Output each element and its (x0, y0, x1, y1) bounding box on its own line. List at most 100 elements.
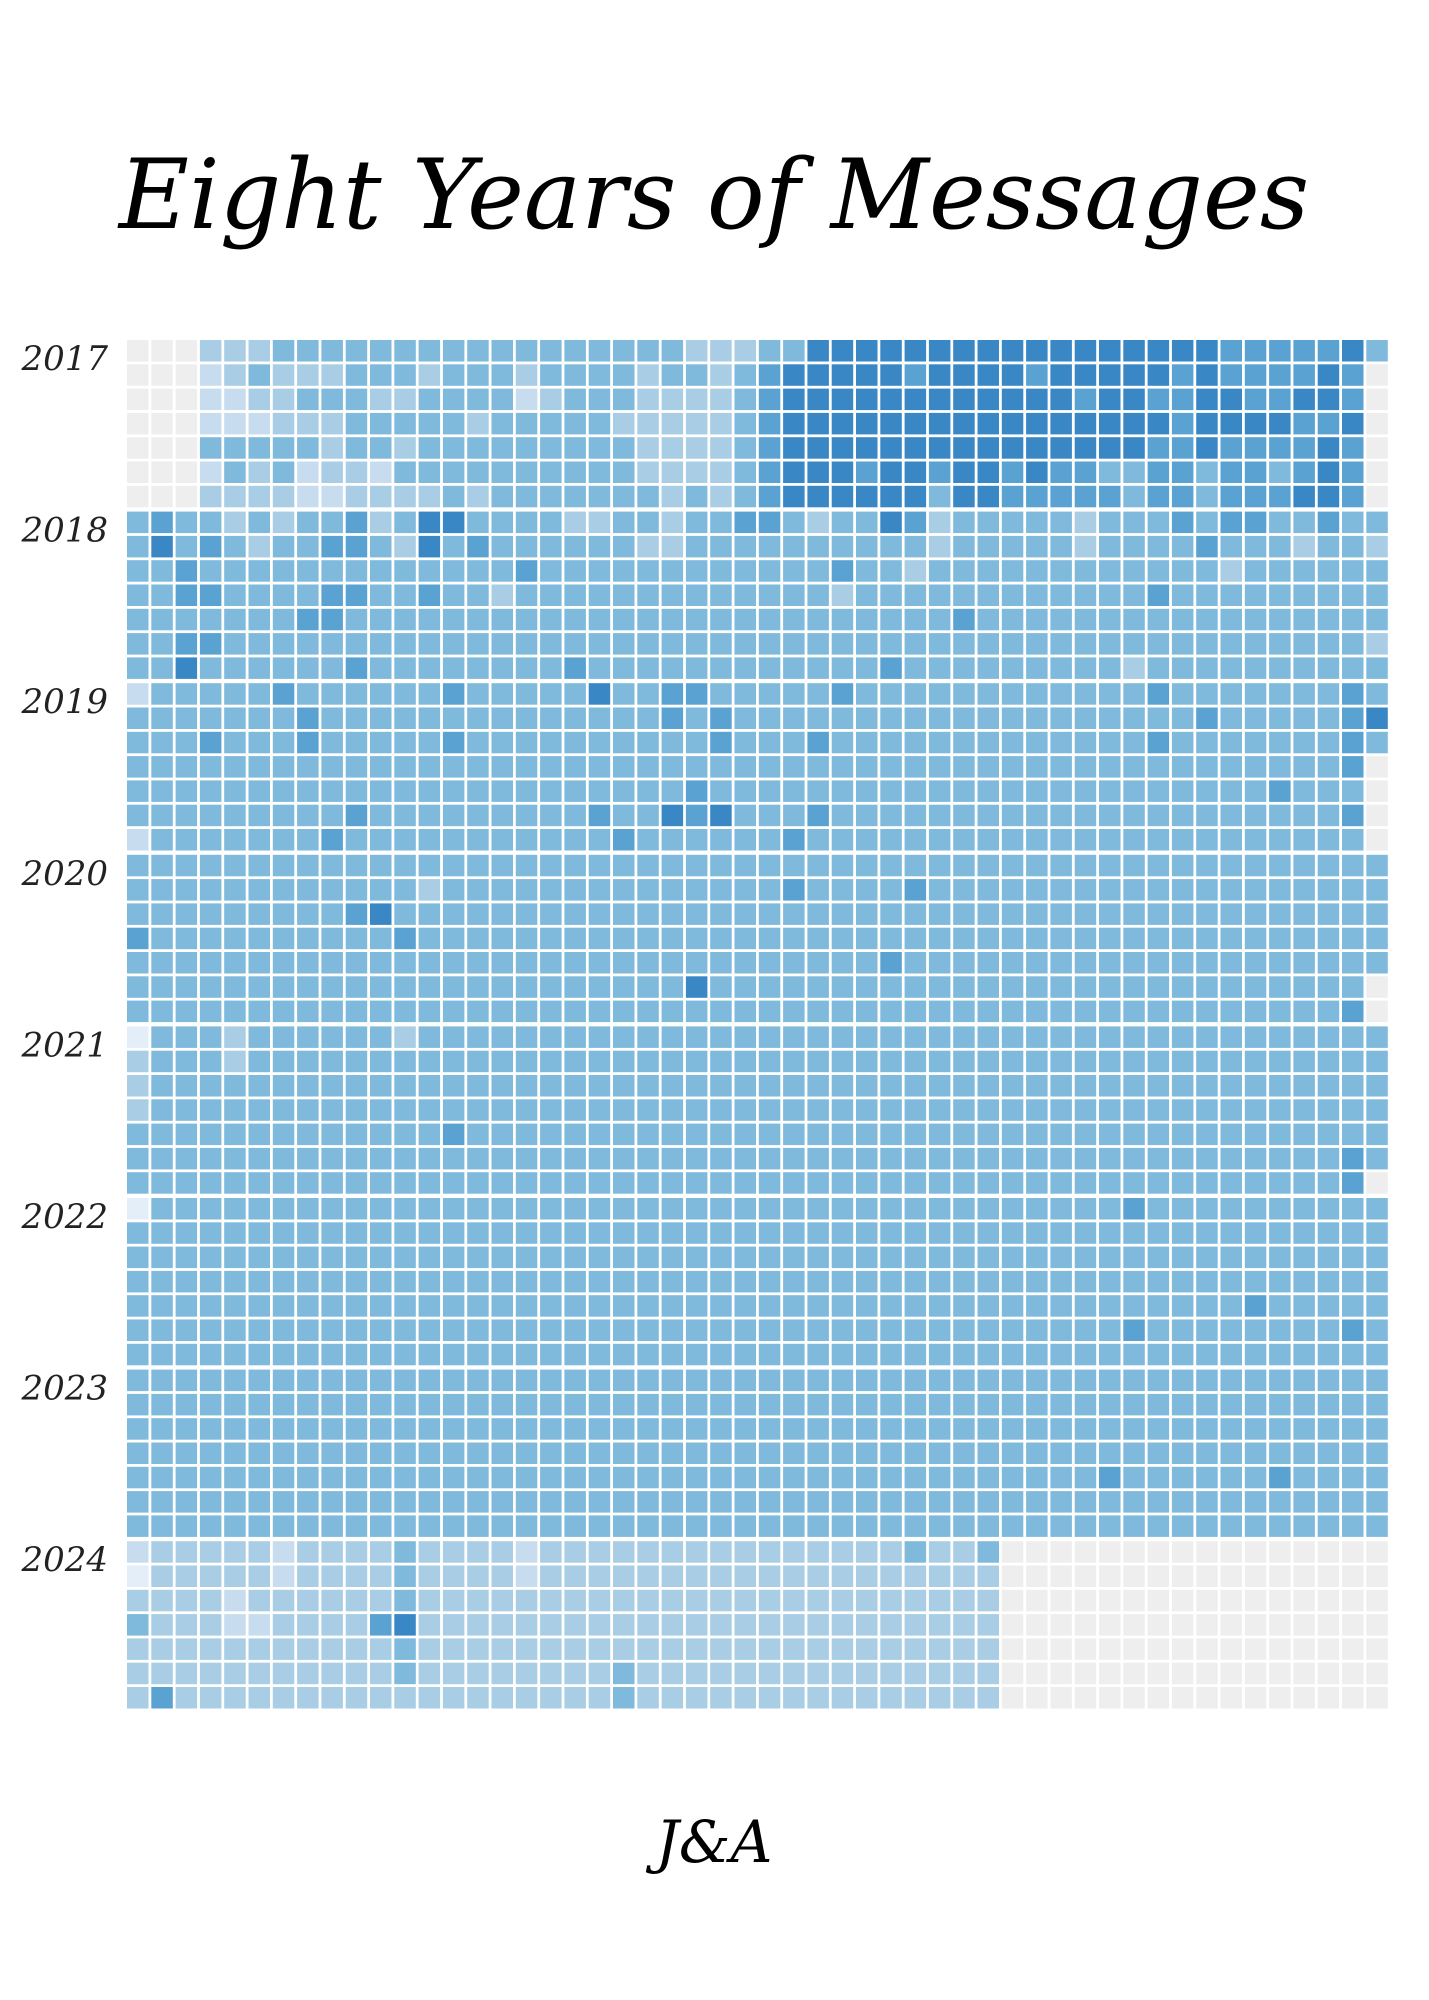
heatmap-cell (491, 1614, 513, 1636)
heatmap-cell (783, 879, 805, 901)
heatmap-cell (418, 927, 441, 950)
heatmap-cell (199, 952, 222, 974)
heatmap-cell (442, 461, 465, 483)
heatmap-cell (1026, 756, 1048, 778)
heatmap-cell (321, 804, 343, 827)
heatmap-cell (1074, 1515, 1097, 1537)
heatmap-cell (734, 707, 756, 729)
heatmap-cell (710, 633, 732, 655)
heatmap-cell (394, 535, 416, 558)
heatmap-cell (151, 1295, 173, 1317)
heatmap-cell (1293, 1147, 1315, 1170)
heatmap-cell (321, 1295, 343, 1317)
heatmap-cell (418, 412, 441, 435)
heatmap-cell (199, 1589, 222, 1612)
heatmap-cell (1001, 633, 1024, 655)
heatmap-cell (564, 1147, 586, 1170)
heatmap-cell (151, 657, 173, 679)
year-label-2020: 2020 (20, 854, 108, 894)
heatmap-cell (1220, 1589, 1242, 1612)
heatmap-cell (297, 952, 319, 974)
heatmap-cell (807, 1172, 829, 1194)
heatmap-cell (442, 1246, 465, 1269)
heatmap-cell (127, 608, 149, 631)
heatmap-cell (758, 1687, 781, 1709)
heatmap-cell (418, 1614, 441, 1636)
heatmap-cell (1099, 1614, 1121, 1636)
heatmap-cell (321, 1418, 343, 1440)
heatmap-cell (1317, 461, 1340, 483)
heatmap-cell (1220, 1172, 1242, 1194)
heatmap-cell (1269, 1172, 1291, 1194)
heatmap-cell (345, 683, 368, 705)
heatmap-cell (321, 1638, 343, 1660)
heatmap-cell (248, 461, 270, 483)
heatmap-cell (394, 927, 416, 950)
heatmap-cell (345, 756, 368, 778)
heatmap-cell (1342, 707, 1364, 729)
heatmap-cell (1366, 976, 1388, 998)
heatmap-cell (248, 1099, 270, 1121)
heatmap-cell (783, 1343, 805, 1366)
heatmap-cell (710, 952, 732, 974)
heatmap-cell (928, 485, 951, 508)
heatmap-cell (248, 1466, 270, 1489)
heatmap-cell (1366, 1246, 1388, 1269)
heatmap-cell (491, 903, 513, 925)
heatmap-cell (1026, 952, 1048, 974)
heatmap-cell (370, 560, 392, 582)
heatmap-cell (297, 1515, 319, 1537)
heatmap-cell (175, 437, 198, 459)
heatmap-cell (1123, 485, 1145, 508)
heatmap-cell (491, 1515, 513, 1537)
heatmap-cell (321, 364, 343, 386)
heatmap-cell (661, 485, 684, 508)
heatmap-cell (151, 437, 173, 459)
heatmap-cell (224, 903, 246, 925)
heatmap-cell (1026, 1541, 1048, 1563)
heatmap-cell (491, 1466, 513, 1489)
heatmap-cell (1317, 1222, 1340, 1244)
heatmap-cell (734, 1614, 756, 1636)
heatmap-cell (1123, 437, 1145, 459)
heatmap-cell (175, 340, 198, 362)
heatmap-cell (1293, 1050, 1315, 1073)
heatmap-cell (904, 1295, 927, 1317)
heatmap-cell (1001, 1246, 1024, 1269)
heatmap-cell (1099, 1638, 1121, 1660)
heatmap-cell (564, 1075, 586, 1097)
heatmap-cell (856, 829, 878, 851)
heatmap-cell (272, 1662, 295, 1685)
heatmap-cell (1171, 364, 1194, 386)
heatmap-cell (856, 683, 878, 705)
heatmap-cell (564, 683, 586, 705)
heatmap-cell (467, 461, 489, 483)
heatmap-cell (928, 804, 951, 827)
heatmap-cell (685, 437, 708, 459)
heatmap-cell (224, 1418, 246, 1440)
heatmap-cell (394, 1075, 416, 1097)
heatmap-cell (564, 1099, 586, 1121)
heatmap-cell (1050, 1638, 1072, 1660)
heatmap-cell (224, 707, 246, 729)
heatmap-cell (904, 1222, 927, 1244)
heatmap-cell (880, 1393, 902, 1416)
heatmap-cell (1050, 1662, 1072, 1685)
heatmap-cell (394, 560, 416, 582)
heatmap-cell (637, 1662, 659, 1685)
heatmap-cell (442, 952, 465, 974)
heatmap-cell (758, 1662, 781, 1685)
heatmap-cell (321, 1000, 343, 1023)
heatmap-cell (904, 927, 927, 950)
heatmap-cell (1342, 879, 1364, 901)
heatmap-cell (540, 1638, 562, 1660)
heatmap-cell (1074, 1075, 1097, 1097)
heatmap-cell (297, 1222, 319, 1244)
heatmap-cell (710, 1491, 732, 1513)
heatmap-cell (1293, 756, 1315, 778)
heatmap-cell (977, 854, 999, 877)
heatmap-cell (442, 1099, 465, 1121)
heatmap-cell (1050, 1026, 1072, 1048)
heatmap-cell (1342, 608, 1364, 631)
heatmap-cell (928, 1270, 951, 1293)
